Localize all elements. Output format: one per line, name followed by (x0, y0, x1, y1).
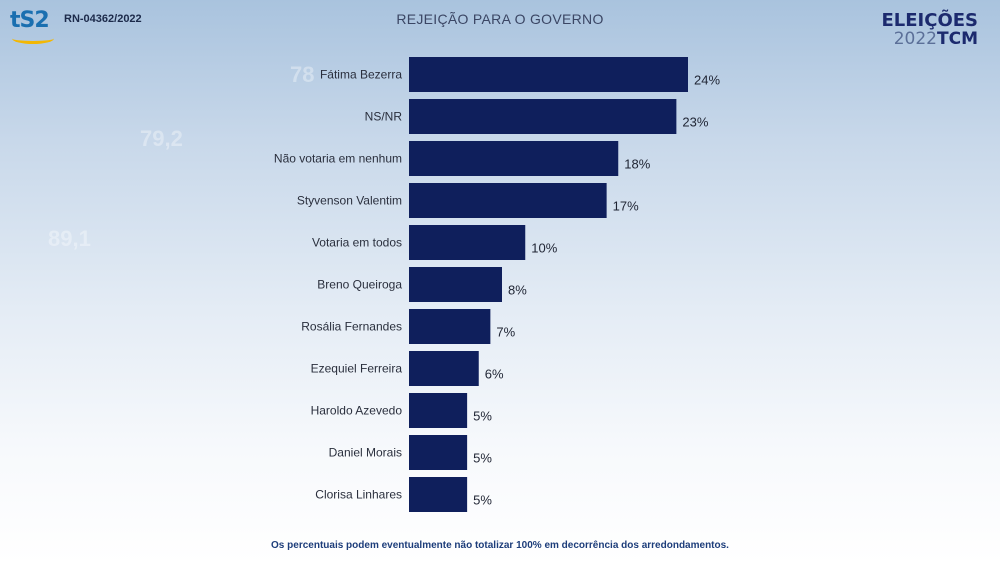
category-label: Breno Queiroga (317, 278, 402, 292)
bar (409, 435, 468, 470)
elections-brand-logo: ELEIÇÕES 2022TCM (878, 10, 978, 49)
logo-swoosh-icon (12, 33, 54, 44)
category-label: Não votaria em nenhum (274, 152, 402, 166)
category-label: Styvenson Valentim (297, 194, 402, 208)
value-label: 5% (473, 493, 492, 508)
value-label: 7% (496, 325, 515, 340)
chart-title: REJEIÇÃO PARA O GOVERNO (396, 11, 604, 27)
value-label: 10% (531, 241, 557, 256)
brand-line1: ELEIÇÕES (881, 10, 978, 31)
ts2-logo: tS2 (10, 8, 56, 44)
category-label: Votaria em todos (312, 236, 402, 250)
background-decoration: 78 (290, 62, 315, 87)
value-label: 17% (613, 199, 639, 214)
value-label: 5% (473, 451, 492, 466)
bar (409, 99, 677, 134)
value-label: 6% (485, 367, 504, 382)
value-label: 24% (694, 73, 720, 88)
footnote: Os percentuais podem eventualmente não t… (271, 540, 729, 551)
bar (409, 141, 619, 176)
category-label: Daniel Morais (329, 446, 402, 460)
background-decoration: 89,1 (48, 226, 91, 251)
category-label: NS/NR (365, 110, 403, 124)
bar (409, 225, 526, 260)
registration-code: RN-04362/2022 (64, 13, 142, 25)
value-label: 18% (624, 157, 650, 172)
value-label: 5% (473, 409, 492, 424)
bar (409, 309, 491, 344)
category-label: Rosália Fernandes (301, 320, 402, 334)
brand-year: 2022 (893, 29, 937, 49)
logo-text: tS2 (10, 8, 50, 33)
category-label: Fátima Bezerra (320, 68, 402, 82)
background-decoration: 79,2 (140, 126, 183, 151)
bar (409, 351, 479, 386)
category-label: Haroldo Azevedo (311, 404, 403, 418)
bar (409, 477, 468, 512)
category-label: Clorisa Linhares (315, 488, 402, 502)
bar (409, 57, 688, 92)
bar (409, 393, 468, 428)
value-label: 23% (682, 115, 708, 130)
bar (409, 183, 607, 218)
bar (409, 267, 502, 302)
category-label: Ezequiel Ferreira (311, 362, 403, 376)
brand-tcm: TCM (937, 29, 978, 49)
value-label: 8% (508, 283, 527, 298)
